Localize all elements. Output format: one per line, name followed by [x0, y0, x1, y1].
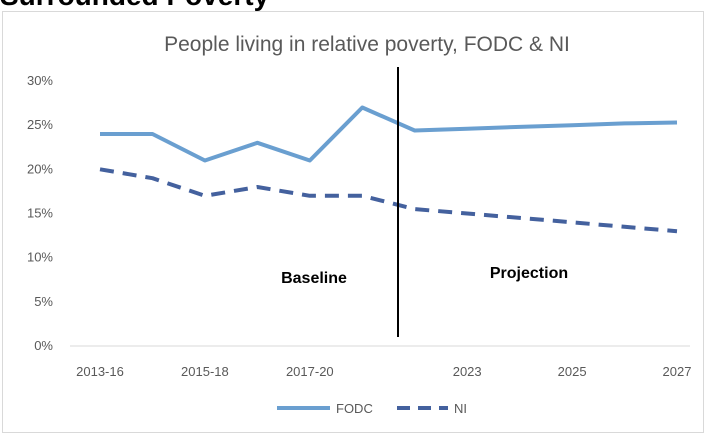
x-axis: 2013-16 2015-18 2017-20 2023 2025 2027	[76, 364, 691, 379]
series-line-ni	[99, 167, 678, 234]
x-tick-label: 2025	[558, 364, 587, 379]
y-tick-label: 25%	[27, 117, 53, 132]
y-tick-label: 5%	[34, 294, 53, 309]
x-tick-label: 2013-16	[76, 364, 124, 379]
series-layer	[99, 105, 678, 234]
chart-title: People living in relative poverty, FODC …	[164, 33, 570, 56]
x-tick-label: 2015-18	[181, 364, 229, 379]
series-line-fodc	[100, 105, 678, 163]
x-tick-label: 2023	[453, 364, 482, 379]
y-tick-label: 30%	[27, 73, 53, 88]
chart-frame	[2, 11, 704, 433]
page-heading: Surrounded Poverty	[0, 0, 269, 12]
projection-annotation: Projection	[490, 265, 568, 282]
x-tick-label: 2017-20	[286, 364, 334, 379]
y-tick-label: 0%	[34, 338, 53, 353]
legend-label-fodc: FODC	[336, 401, 373, 416]
y-tick-label: 20%	[27, 161, 53, 176]
y-tick-label: 10%	[27, 250, 53, 265]
legend: FODC NI	[277, 401, 467, 416]
baseline-annotation: Baseline	[281, 270, 347, 287]
legend-label-ni: NI	[454, 401, 467, 416]
x-tick-label: 2027	[663, 364, 692, 379]
y-axis: 0% 5% 10% 15% 20% 25% 30%	[27, 73, 53, 353]
y-tick-label: 15%	[27, 206, 53, 221]
